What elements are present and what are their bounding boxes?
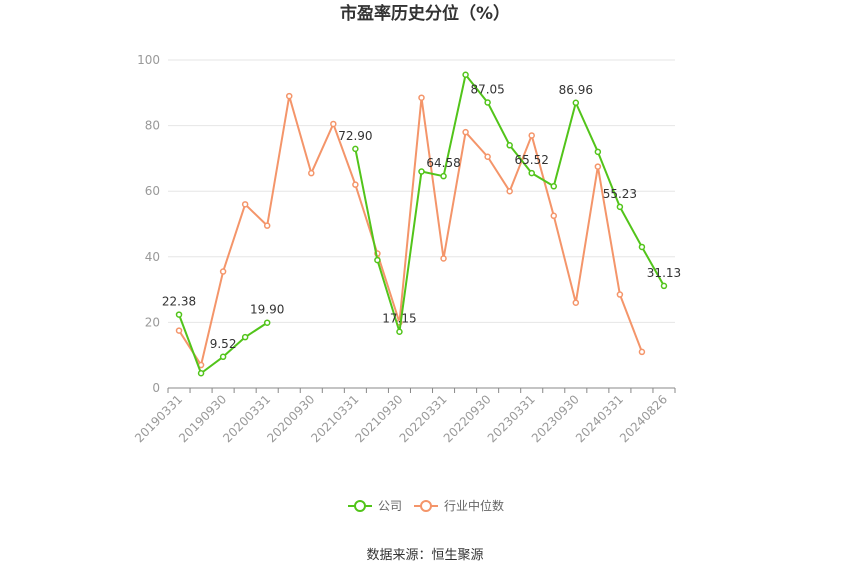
data-point-company: [572, 99, 580, 107]
data-point-company: [197, 369, 205, 377]
data-point-company: [396, 328, 403, 335]
data-label: 17.15: [382, 312, 416, 326]
data-point-industry: [418, 94, 425, 101]
data-point-industry: [484, 153, 491, 161]
y-tick-label: 40: [145, 250, 160, 264]
data-point-industry: [263, 222, 271, 229]
data-point-industry: [175, 327, 183, 334]
legend-marker-company: [354, 500, 366, 512]
data-point-industry: [638, 348, 646, 356]
x-tick-label: 20240826: [617, 392, 670, 445]
legend-label-company: 公司: [378, 499, 402, 513]
data-point-company: [263, 319, 271, 326]
data-point-industry: [528, 132, 535, 139]
data-point-company: [418, 168, 425, 175]
data-label: 31.13: [647, 266, 681, 280]
data-point-industry: [462, 128, 469, 136]
data-point-industry: [285, 92, 293, 100]
legend-item-industry[interactable]: 行业中位数: [414, 498, 504, 513]
data-point-industry: [616, 291, 624, 298]
y-tick-label: 80: [145, 119, 160, 133]
legend: 公司 行业中位数: [348, 498, 504, 513]
legend-item-company[interactable]: 公司: [348, 499, 402, 513]
data-point-industry: [241, 201, 249, 208]
y-tick-label: 20: [145, 315, 160, 329]
data-point-industry: [308, 169, 315, 177]
series-layer: [175, 71, 668, 377]
data-label: 55.23: [603, 187, 637, 201]
data-point-industry: [219, 268, 227, 275]
data-point-company: [594, 148, 602, 156]
series-line-industry: [178, 95, 643, 367]
data-point-company: [352, 145, 359, 153]
data-label: 64.58: [426, 156, 460, 170]
data-point-company: [528, 169, 535, 177]
data-label: 87.05: [470, 82, 504, 96]
data-point-company: [462, 71, 469, 79]
data-point-company: [660, 282, 668, 290]
data-point-company: [440, 172, 447, 180]
y-tick-label: 60: [145, 184, 160, 198]
chart-title: 市盈率历史分位（%）: [340, 3, 510, 24]
data-point-company: [550, 183, 558, 190]
data-label: 19.90: [250, 303, 284, 317]
data-labels: 22.38 9.52 19.90 72.90 17.15 64.58 87.05 65.52 8…: [162, 82, 681, 350]
y-tick-label: 0: [152, 381, 160, 395]
data-point-industry: [550, 212, 558, 220]
data-point-industry: [352, 181, 359, 188]
data-label: 65.52: [515, 153, 549, 167]
axes: 0204060801002019033120190930202003312020…: [132, 53, 676, 445]
data-point-industry: [330, 120, 337, 128]
legend-label-industry: 行业中位数: [444, 498, 504, 513]
data-point-company: [175, 311, 183, 318]
data-label: 22.38: [162, 295, 196, 309]
data-point-company: [506, 142, 513, 149]
data-point-company: [374, 256, 381, 264]
data-point-company: [484, 99, 491, 106]
data-point-company: [638, 243, 646, 251]
data-point-company: [219, 353, 227, 361]
y-tick-label: 100: [137, 53, 160, 67]
data-point-industry: [572, 299, 580, 306]
data-point-company: [241, 333, 249, 341]
data-label: 86.96: [559, 83, 593, 97]
source-note: 数据来源：恒生聚源: [366, 548, 483, 563]
data-point-company: [616, 203, 624, 211]
data-label: 72.90: [338, 129, 372, 143]
data-point-industry: [506, 187, 513, 195]
data-point-industry: [594, 163, 602, 170]
data-point-industry: [440, 255, 447, 262]
data-label: 9.52: [210, 337, 237, 351]
grid: [168, 59, 675, 323]
legend-marker-industry: [420, 500, 432, 512]
